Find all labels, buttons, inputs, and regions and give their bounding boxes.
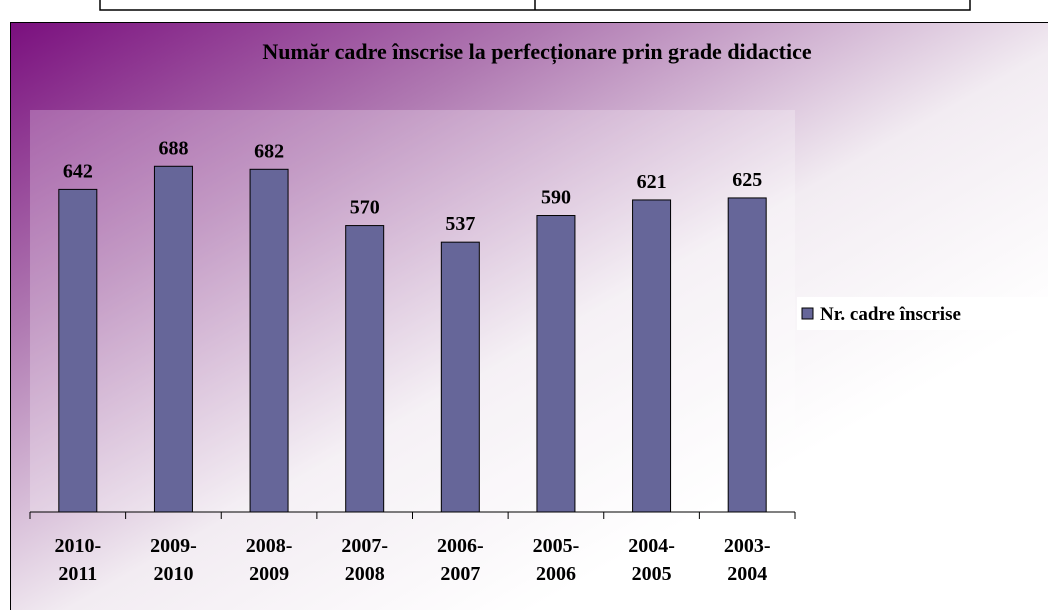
bar bbox=[440, 241, 480, 513]
data-label: 688 bbox=[158, 137, 188, 159]
data-label: 537 bbox=[445, 213, 475, 235]
bar bbox=[345, 225, 385, 513]
x-tick-label: 2010-2011 bbox=[54, 535, 102, 585]
data-label: 642 bbox=[63, 160, 93, 182]
bar bbox=[153, 165, 193, 513]
legend-swatch bbox=[801, 307, 814, 320]
data-label: 625 bbox=[732, 169, 762, 191]
x-tick-label: 2008-2009 bbox=[245, 535, 293, 585]
data-label: 570 bbox=[350, 197, 380, 219]
bar bbox=[58, 188, 98, 513]
chart-title: Număr cadre înscrise la perfecționare pr… bbox=[262, 39, 812, 65]
data-label: 682 bbox=[254, 140, 284, 162]
x-tick-label: 2003-2004 bbox=[723, 535, 771, 585]
bar bbox=[536, 215, 576, 513]
bar bbox=[249, 168, 289, 513]
x-tick-label: 2004-2005 bbox=[628, 535, 675, 585]
x-tick-label: 2007-2008 bbox=[341, 535, 389, 585]
x-tick-label: 2005-2006 bbox=[532, 535, 580, 585]
legend-label: Nr. cadre înscrise bbox=[820, 304, 961, 325]
data-label: 621 bbox=[637, 171, 667, 193]
legend bbox=[797, 297, 1048, 330]
data-label: 590 bbox=[541, 187, 571, 209]
plot-area bbox=[30, 110, 795, 512]
x-tick-label: 2009-2010 bbox=[150, 535, 197, 585]
x-tick-label: 2006-2007 bbox=[436, 535, 484, 585]
bar bbox=[632, 199, 672, 513]
bar bbox=[727, 197, 767, 513]
